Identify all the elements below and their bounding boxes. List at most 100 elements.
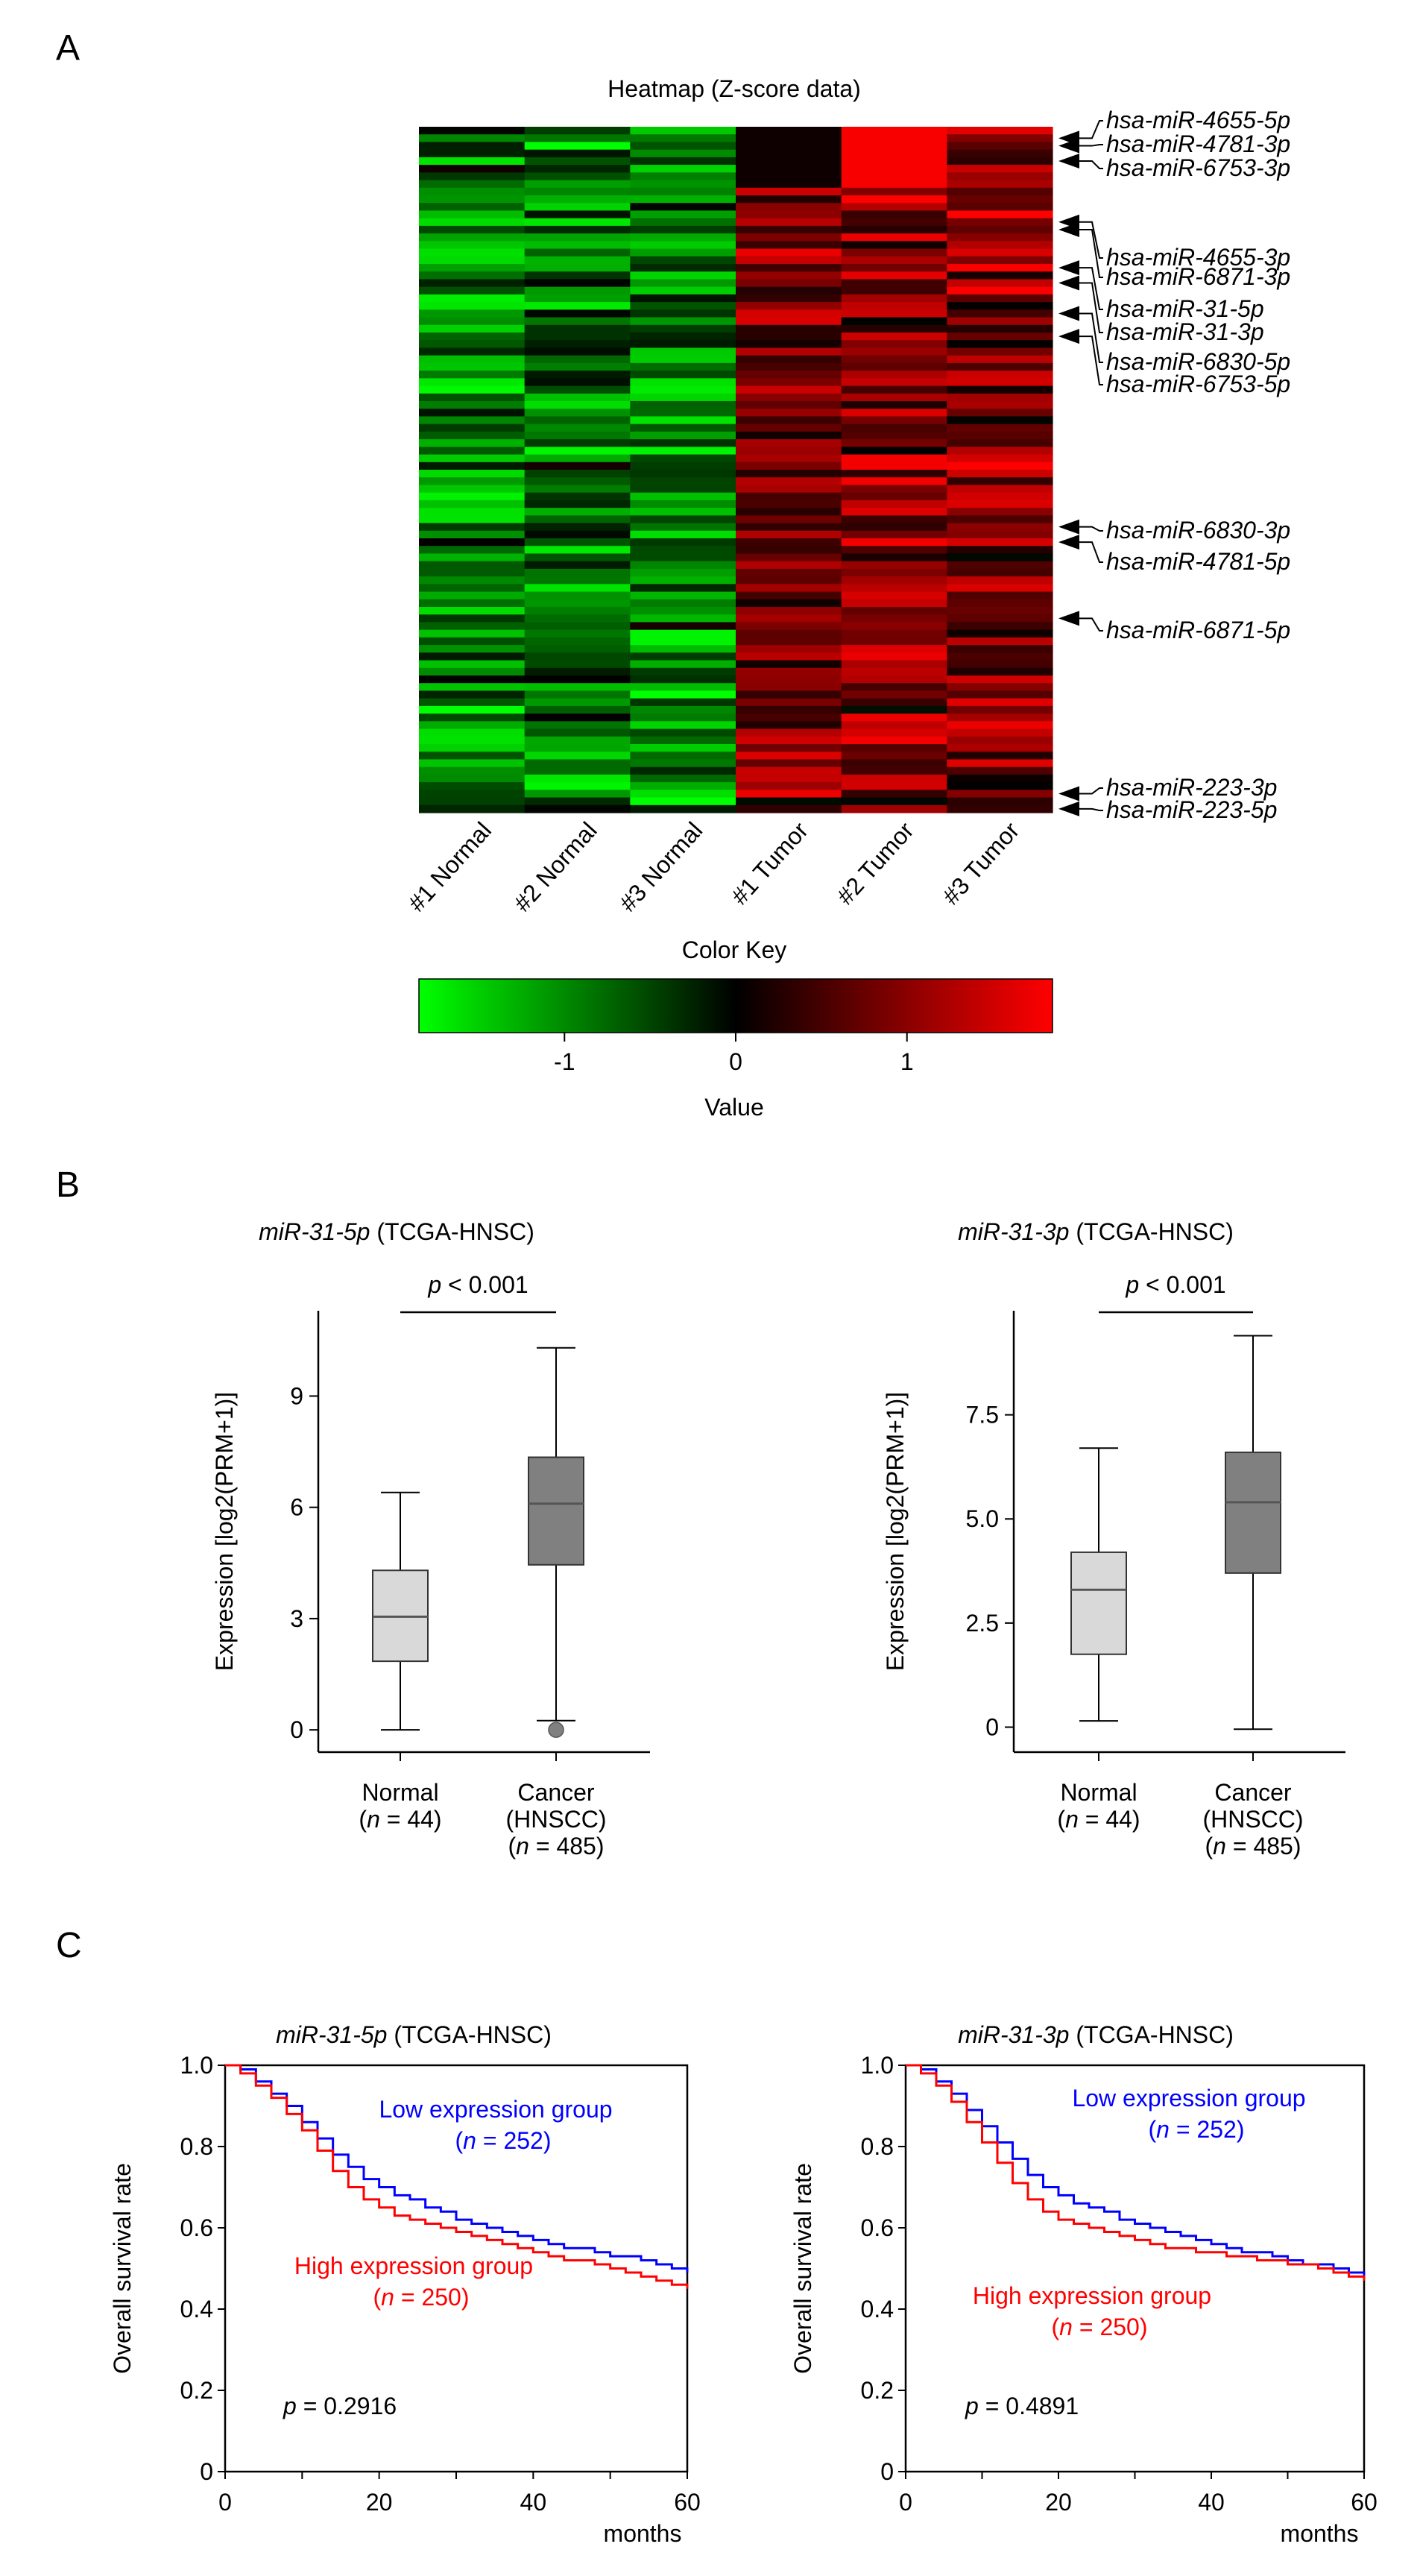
heatmap-cell [419,340,526,349]
heatmap-cell [630,302,736,310]
heatmap-cell [419,439,526,447]
heatmap-cell [419,766,526,775]
heatmap-cell [419,584,526,593]
y-tick-label: 6 [290,1494,303,1521]
annotation-line [1079,312,1103,363]
heatmap-cell [736,142,842,151]
heatmap-cell [630,515,736,524]
heatmap-cell [947,423,1053,432]
heatmap-cell [841,660,947,669]
heatmap-cell [841,210,947,219]
heatmap-cell [841,180,947,189]
heatmap-cell [947,698,1053,707]
heatmap-cell [630,309,736,318]
heatmap-cell [736,378,842,387]
heatmap-cell [947,340,1053,349]
annotation-arrowhead [1058,275,1079,291]
heatmap-cell [736,333,842,341]
group-label: (HNSCC) [505,1806,606,1833]
heatmap-cell [524,340,631,349]
mirna-label: hsa-miR-6753-5p [1106,371,1290,397]
heatmap-cell [524,165,631,173]
heatmap-cell [947,629,1053,638]
heatmap-cell [524,248,631,257]
heatmap-cell [947,371,1053,379]
heatmap-cell [524,409,631,418]
heatmap-cell [841,165,947,173]
heatmap-cell [630,599,736,608]
heatmap-cell [419,294,526,303]
heatmap-cell [841,362,947,371]
heatmap-cell [736,447,842,456]
heatmap-cell [841,645,947,653]
heatmap-cell [419,172,526,181]
heatmap-cell [630,728,736,737]
heatmap-cell [841,759,947,768]
heatmap-cell [947,447,1053,456]
heatmap-cell [419,241,526,250]
heatmap-cell [841,752,947,760]
mirna-label: hsa-miR-4655-3p [1106,244,1290,271]
heatmap-cell [524,728,631,737]
heatmap-cell [736,362,842,371]
heatmap-cell [736,409,842,418]
heatmap-cell [630,218,736,227]
group-label: (n = 485) [508,1833,605,1859]
color-key-bar [418,978,1053,1033]
heatmap-cell [736,347,842,356]
heatmap-cell [736,629,842,638]
km-plot-mir31-5p: miR-31-5p (TCGA-HNSC) 0 0.2 0.4 0.6 0.8 1.0 0 20… [109,2021,701,2547]
y-tick-label: 0 [200,2458,213,2485]
heatmap-cell [841,721,947,730]
heatmap-cell [419,790,526,799]
heatmap-cell [524,561,631,570]
y-tick-label: 2.5 [966,1610,999,1637]
heatmap-cell [630,591,736,600]
heatmap-cell [841,744,947,752]
x-tick-label: 0 [899,2489,912,2516]
heatmap-cell [419,149,526,158]
heatmap-cell [736,241,842,250]
heatmap-cell [736,690,842,699]
heatmap-cell [947,508,1053,516]
heatmap-cell [419,515,526,524]
heatmap-cell [419,378,526,387]
heatmap-cell [736,576,842,585]
heatmap-cell [947,165,1053,173]
heatmap-cell [736,180,842,189]
heatmap-cell [736,714,842,722]
heatmap-cell [736,752,842,760]
heatmap-cell [630,744,736,752]
heatmap-cell [736,203,842,212]
heatmap-cell [841,508,947,516]
heatmap-cell [947,492,1053,501]
heatmap-cell [630,690,736,699]
y-axis-label: Expression [log2(PRM+1)] [882,1392,909,1671]
heatmap-cell [947,172,1053,181]
heatmap-cell [841,271,947,280]
heatmap-cell [947,127,1053,135]
heatmap-cell [841,591,947,600]
heatmap-cell [524,423,631,432]
color-key-tick-label: -1 [554,1048,575,1075]
color-key-xlabel: Value [704,1094,763,1121]
heatmap-cell [947,470,1053,478]
heatmap-cell [419,157,526,166]
heatmap-cell [841,485,947,494]
heatmap-cell [630,423,736,432]
heatmap-cell [841,401,947,409]
heatmap-cell [736,302,842,310]
heatmap-cell [630,248,736,257]
heatmap-cell [736,797,842,806]
annotation-arrowhead [1058,801,1079,816]
mirna-label: hsa-miR-223-5p [1106,796,1277,823]
heatmap-cell [841,149,947,158]
annotation-arrowhead [1058,154,1079,169]
heatmap-cell [736,264,842,272]
heatmap-cell [736,462,842,470]
heatmap-cell [630,393,736,402]
x-tick-label: 60 [674,2489,701,2516]
heatmap-cell [630,233,736,242]
heatmap-cell [947,271,1053,280]
y-tick-label: 7.5 [966,1402,999,1429]
